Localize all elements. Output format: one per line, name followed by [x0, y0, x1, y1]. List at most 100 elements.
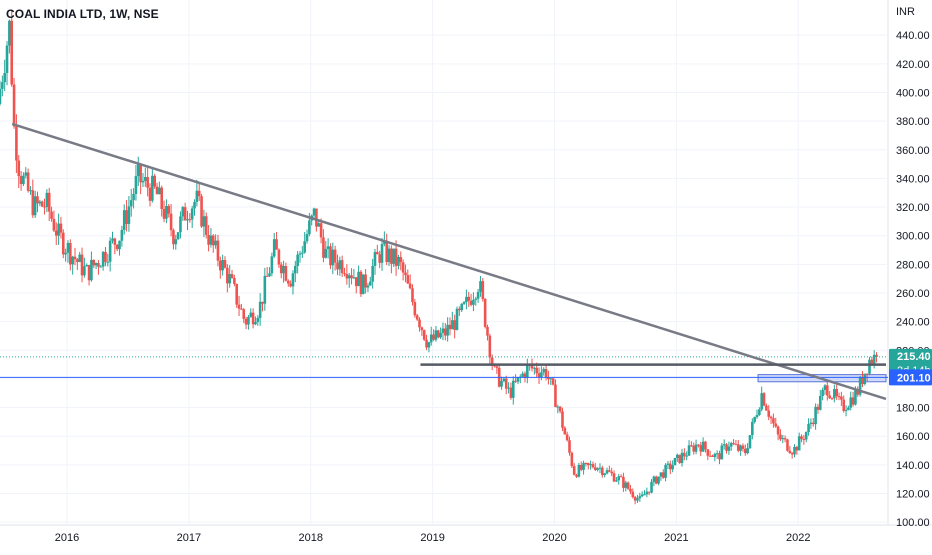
candle-body — [795, 446, 799, 451]
time-axis[interactable]: 2016 2017 2018 2019 2020 2021 2022 — [55, 532, 811, 544]
candle-body — [657, 476, 660, 484]
candle-body — [645, 491, 649, 495]
candle-body — [840, 396, 843, 400]
candle-body — [870, 359, 874, 364]
candle-body — [514, 380, 517, 382]
candle-body — [786, 439, 789, 451]
candle-body — [715, 453, 719, 455]
candle-body — [720, 445, 724, 460]
candle-body — [793, 446, 796, 455]
candle-body — [277, 249, 281, 265]
candle-body — [244, 318, 248, 325]
candle-body — [404, 272, 407, 276]
candle-body — [488, 335, 492, 358]
candle-body — [33, 196, 37, 216]
candle-body — [765, 405, 768, 411]
candle-body — [544, 369, 548, 378]
candle-body — [521, 373, 524, 377]
candle-body — [425, 339, 428, 348]
candle-body — [575, 474, 578, 477]
candle-body — [211, 235, 215, 246]
candle-body — [743, 448, 747, 454]
candle-body — [448, 324, 452, 330]
candle-body — [626, 482, 630, 489]
candle-body — [214, 240, 217, 246]
candle-body — [87, 265, 91, 281]
candle-body — [223, 259, 227, 268]
candle-body — [359, 271, 363, 295]
candle-body — [746, 448, 749, 454]
candle-body — [725, 444, 728, 451]
candle-body — [97, 263, 100, 267]
candle-body — [233, 278, 236, 284]
candle-body — [572, 466, 576, 475]
candle-body — [24, 172, 28, 176]
candle-body — [741, 445, 745, 449]
candle-body — [380, 243, 384, 263]
candle-body — [640, 494, 644, 497]
price-tick-label: 400.00 — [896, 87, 930, 99]
candle-body — [636, 498, 639, 501]
candle-body — [183, 207, 187, 221]
price-tick-label: 160.00 — [896, 431, 930, 443]
candle-body — [19, 176, 23, 185]
grid-lines — [0, 0, 932, 526]
candle-body — [615, 480, 618, 482]
candle-body — [59, 223, 63, 233]
candle-body — [593, 467, 597, 470]
candle-body — [219, 260, 222, 271]
candle-body — [483, 298, 487, 327]
candle-body — [540, 372, 543, 378]
candle-body — [802, 438, 806, 440]
candle-body — [579, 464, 583, 470]
candle-body — [338, 260, 342, 270]
candle-body — [324, 248, 328, 258]
candle-body — [779, 434, 782, 440]
candle-body — [420, 327, 424, 331]
candle-body — [120, 229, 124, 241]
candle-body — [350, 275, 353, 279]
candle-body — [347, 275, 351, 279]
candle-body — [589, 464, 592, 466]
candle-body — [1, 82, 4, 89]
candle-body — [504, 378, 508, 389]
candle-body — [458, 308, 461, 311]
level-price-value: 201.10 — [897, 372, 931, 384]
candle-body — [502, 378, 506, 382]
candle-body — [854, 390, 857, 405]
candle-body — [462, 302, 466, 304]
candle-body — [0, 88, 2, 104]
candle-body — [561, 411, 564, 428]
candle-body — [64, 252, 67, 255]
candle-body — [10, 20, 14, 85]
candle-body — [554, 384, 557, 408]
candle-body — [507, 387, 510, 389]
candle-body — [755, 414, 759, 418]
symbol-title[interactable]: COAL INDIA LTD, 1W, NSE — [6, 7, 159, 21]
candle-body — [729, 443, 733, 447]
candle-body — [352, 277, 356, 279]
candle-body — [160, 187, 164, 210]
candle-body — [828, 395, 831, 399]
candle-body — [251, 312, 255, 325]
candle-body — [40, 201, 44, 207]
candle-body — [690, 445, 693, 447]
candle-body — [228, 274, 231, 284]
candle-body — [85, 265, 89, 267]
candle-body — [472, 299, 475, 305]
price-axis[interactable]: 100.00120.00140.00160.00180.00200.00220.… — [896, 30, 930, 529]
candle-body — [736, 444, 740, 451]
candle-body — [354, 277, 358, 287]
price-tick-label: 280.00 — [896, 259, 930, 271]
candle-body — [509, 387, 513, 398]
candle-body — [563, 427, 567, 435]
candle-body — [169, 213, 173, 231]
candle-body — [858, 377, 862, 395]
candle-body — [336, 262, 339, 270]
candle-body — [441, 328, 445, 333]
candle-body — [270, 256, 274, 274]
candle-body — [153, 175, 156, 187]
candle-body — [772, 418, 775, 424]
